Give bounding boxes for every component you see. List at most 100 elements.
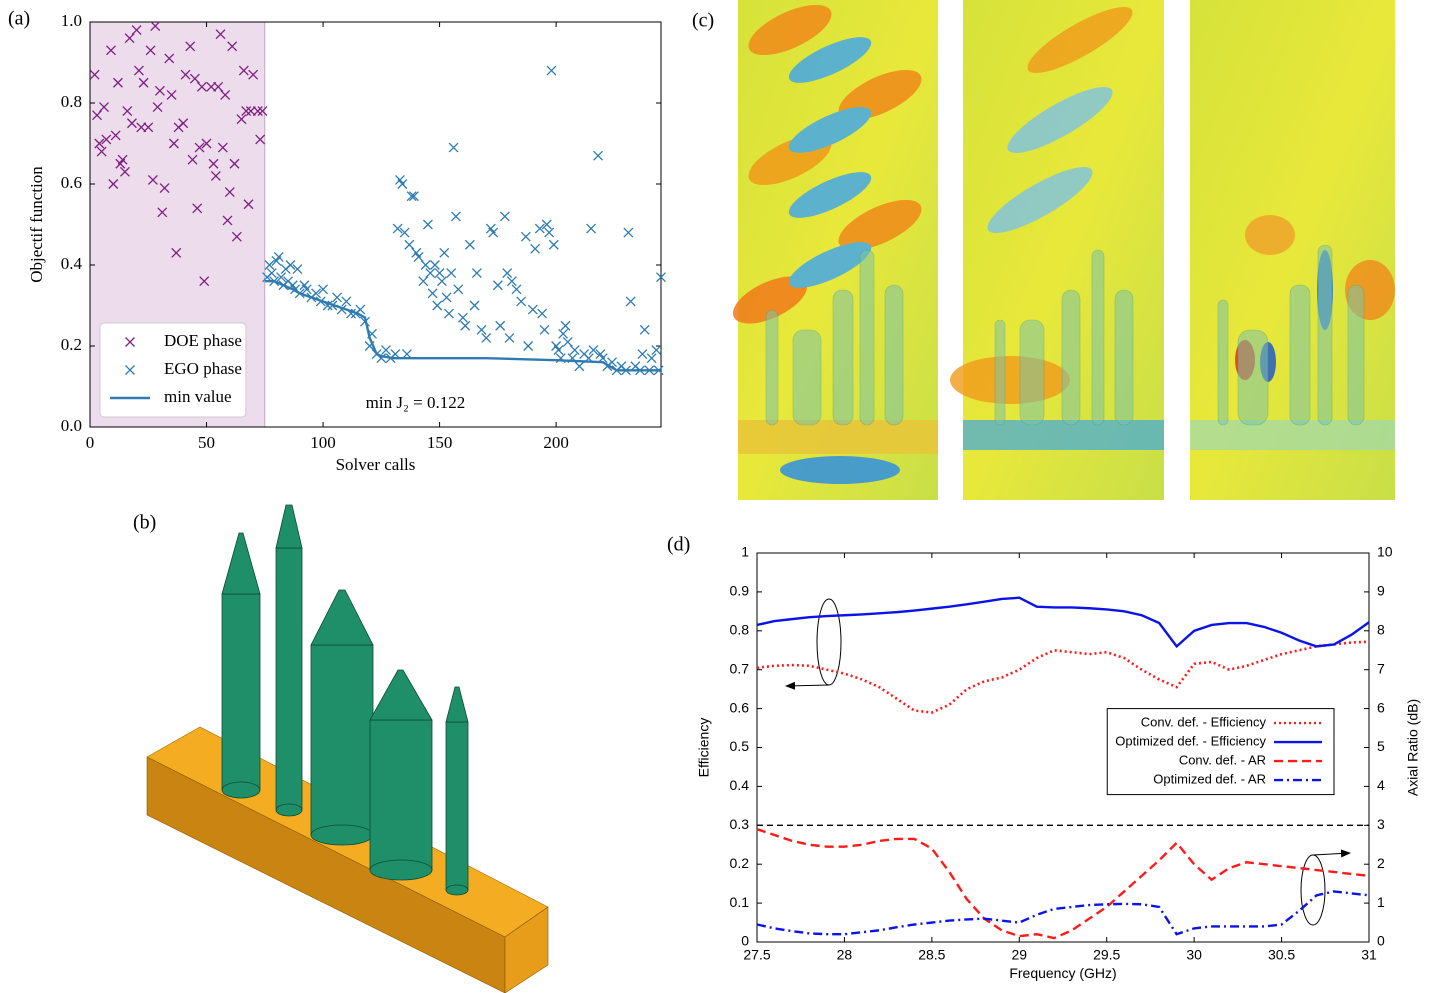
data-point [210,170,221,181]
x-tick-label: 30.5 [1268,947,1295,963]
data-point [92,110,102,121]
data-point [222,215,233,226]
data-point [147,174,158,185]
data-point [117,154,128,165]
data-point [593,150,604,161]
y2-tick-label: 0 [1377,933,1385,949]
chart: 27.5 28 28.5 29 29.5 30 30.5 3100.10.20.30.40.5… [696,544,1421,981]
data-point [171,247,182,258]
y2-tick-label: 9 [1377,583,1385,599]
y-tick-label: 0.0 [61,416,82,435]
y2-tick-label: 5 [1377,738,1385,754]
legend: Conv. def. - Efficiency Optimized def. - … [1106,708,1335,796]
data-point [245,106,256,117]
y2-tick-label: 10 [1377,544,1393,560]
data-point [220,89,231,100]
data-line [264,280,661,372]
data-point [159,183,170,194]
data-point [213,81,224,92]
data-point [189,73,200,84]
data-point [562,336,573,347]
legend-box [99,322,247,418]
data-point [133,65,144,76]
data-point [96,146,107,157]
legend-label: Optimized def. - AR [1153,772,1266,787]
data-point [119,166,130,177]
data-point [541,219,552,230]
data-point [586,223,597,234]
legend-label: Conv. def. - AR [1179,753,1266,768]
y-tick-label: 0 [741,933,749,949]
data-point [231,231,242,242]
data-point [539,324,550,335]
data-point [404,239,415,250]
data-point [381,345,391,356]
data-point [238,65,249,76]
data-point [537,308,548,319]
data-line [756,640,1370,714]
data-point [504,332,515,343]
data-point [257,106,268,117]
data-point [196,81,207,92]
y2-tick-label: 7 [1377,660,1385,676]
data-point [406,191,417,202]
data-point [227,41,238,52]
data-point [443,308,454,319]
data-point [574,361,585,372]
data-point [285,260,296,270]
data-point [138,77,149,88]
y-tick-label: 0.6 [61,173,82,192]
data-point [502,268,513,279]
y-tick-label: 0.1 [730,894,750,910]
y-tick-label: 1.0 [61,11,82,30]
data-point [113,77,123,88]
y2-tick-label: 1 [1377,894,1385,910]
data-point [194,142,205,153]
x-tick-label: 200 [543,433,569,452]
x-tick-label: 29 [1011,947,1027,963]
y2-tick-label: 8 [1377,622,1385,638]
panel-label: (a) [8,8,30,30]
data-point [436,276,447,287]
legend-marker [125,365,135,375]
data-point [420,260,431,270]
y-tick-label: 0.6 [730,699,750,715]
data-point [499,211,510,222]
data-point [154,85,165,96]
data-point [434,268,445,279]
legend: DOE phase EGO phase min value [99,322,247,418]
panel-label: (b) [133,512,156,534]
data-point [157,207,168,218]
data-point [252,106,263,117]
data-point [208,158,219,169]
data-point [588,345,599,356]
data-point [224,187,235,198]
data-point [94,138,105,149]
y2-axis-label: Axial Ratio (dB) [1405,699,1421,796]
data-point [201,138,212,149]
x-tick-label: 50 [198,433,215,452]
legend-marker [125,337,135,347]
data-point [457,312,468,323]
data-point [534,223,545,234]
data-point [215,29,226,40]
data-point [108,179,119,189]
data-point [488,227,499,238]
data-point [397,179,408,189]
data-point [399,227,410,238]
data-point [150,21,161,32]
data-point [392,223,403,234]
y2-tick-label: 6 [1377,699,1385,715]
field-maps [732,0,1395,500]
plot-frame [89,21,662,428]
y-tick-label: 0.8 [730,622,750,638]
data-point [178,118,189,129]
legend-label: EGO phase [164,359,242,378]
data-point [255,134,266,145]
x-tick-label: 28.5 [918,947,945,963]
data-point [418,276,429,287]
y-tick-label: 0.2 [730,855,750,871]
y-tick-label: 0.4 [61,254,83,273]
y-tick-label: 0.2 [61,335,82,354]
data-point [318,284,329,295]
